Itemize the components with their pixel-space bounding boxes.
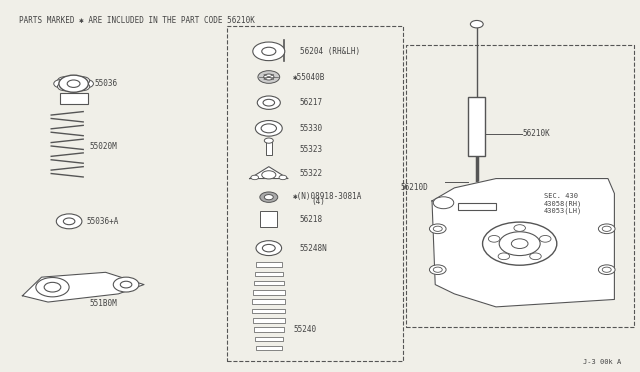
Circle shape [256,241,282,256]
Circle shape [76,77,90,85]
Text: 55036+A: 55036+A [86,217,119,226]
Circle shape [264,195,273,200]
Circle shape [262,244,275,252]
Text: 551B0M: 551B0M [90,299,117,308]
Circle shape [264,74,274,80]
Polygon shape [250,167,288,179]
Circle shape [261,124,276,133]
Bar [255,272,283,276]
Circle shape [54,80,68,88]
Circle shape [263,99,275,106]
Text: 55020M: 55020M [90,142,117,151]
Bar [253,327,284,332]
Circle shape [279,175,287,180]
Bar [458,203,496,210]
Circle shape [262,171,276,179]
Text: 55036: 55036 [94,79,117,88]
Circle shape [258,71,280,83]
Circle shape [63,218,75,225]
Circle shape [44,282,61,292]
Circle shape [58,77,72,85]
Polygon shape [432,179,614,307]
Text: 55248N: 55248N [300,244,327,253]
Text: 56218: 56218 [300,215,323,224]
Text: 56217: 56217 [300,98,323,107]
Circle shape [499,232,540,256]
Circle shape [598,265,615,275]
Polygon shape [22,272,144,302]
Text: (4): (4) [311,197,325,206]
Text: 56204 (RH&LH): 56204 (RH&LH) [300,47,360,56]
Circle shape [56,214,82,229]
Circle shape [59,75,88,92]
Bar [255,337,283,341]
Circle shape [255,121,282,136]
Bar [252,309,285,313]
Circle shape [433,267,442,272]
Circle shape [530,253,541,260]
Bar [266,141,272,155]
Circle shape [67,80,80,87]
Circle shape [58,83,72,91]
Text: J-3 00k A: J-3 00k A [582,359,621,365]
Bar [253,318,285,323]
Circle shape [251,175,259,180]
Bar [253,281,284,285]
Bar [256,262,282,267]
Text: ✱55040B: ✱55040B [293,73,326,81]
Text: ✱(N)08918-3081A: ✱(N)08918-3081A [293,192,362,201]
Text: 55323: 55323 [300,145,323,154]
Text: 55240: 55240 [293,325,316,334]
Circle shape [511,239,528,248]
Text: 56210K: 56210K [523,129,550,138]
Bar [406,45,634,327]
Circle shape [429,224,446,234]
Text: SEC. 430
43058(RH)
43053(LH): SEC. 430 43058(RH) 43053(LH) [544,193,582,214]
Bar [253,290,285,295]
Circle shape [67,84,81,92]
Circle shape [602,267,611,272]
Text: PARTS MARKED ✱ ARE INCLUDED IN THE PART CODE 56210K: PARTS MARKED ✱ ARE INCLUDED IN THE PART … [19,16,255,25]
Circle shape [514,225,525,231]
Circle shape [498,253,509,260]
Circle shape [260,192,278,202]
Circle shape [264,138,273,143]
Circle shape [598,224,615,234]
Text: 55330: 55330 [300,124,323,133]
Circle shape [36,278,69,297]
Bar [227,26,403,361]
Circle shape [76,83,90,91]
Circle shape [483,222,557,265]
Circle shape [429,265,446,275]
Circle shape [433,226,442,231]
Circle shape [253,42,285,61]
Circle shape [488,235,500,242]
Circle shape [470,20,483,28]
Circle shape [120,281,132,288]
Text: 56210D: 56210D [400,183,428,192]
Bar [252,299,285,304]
Circle shape [67,76,81,84]
Circle shape [540,235,551,242]
Circle shape [433,197,454,209]
Circle shape [602,226,611,231]
Bar [468,97,485,156]
Circle shape [79,80,93,88]
Circle shape [262,47,276,55]
Bar [256,346,282,350]
Bar [60,93,88,104]
Bar [260,211,277,227]
Circle shape [113,277,139,292]
Text: 55322: 55322 [300,169,323,178]
Circle shape [257,96,280,109]
